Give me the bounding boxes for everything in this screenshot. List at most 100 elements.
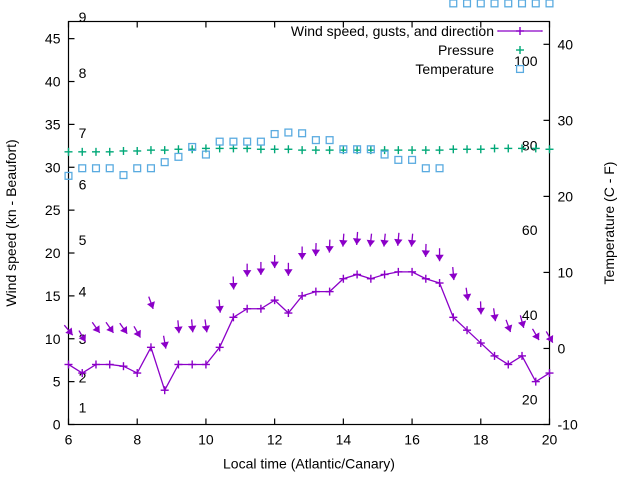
fahrenheit-label: 100 xyxy=(514,53,538,69)
arrow-head xyxy=(339,239,348,247)
legend-label: Pressure xyxy=(438,42,494,58)
fahrenheit-label: 20 xyxy=(522,391,538,407)
arrow-head xyxy=(270,261,279,269)
arrow-head xyxy=(407,239,417,247)
x-axis-title: Local time (Atlantic/Canary) xyxy=(223,456,395,472)
arrow-head xyxy=(120,326,128,334)
arrow-head xyxy=(352,238,362,245)
y-tick-label: 15 xyxy=(45,288,61,304)
marker-square xyxy=(284,128,293,137)
marker-square xyxy=(462,0,472,8)
arrow-head xyxy=(394,238,403,246)
arrow-head xyxy=(325,246,334,253)
arrow-head xyxy=(188,325,197,333)
marker-square xyxy=(201,150,210,159)
marker-square xyxy=(339,145,348,154)
arrow-head xyxy=(490,314,499,322)
beaufort-label: 1 xyxy=(79,399,87,415)
marker-square xyxy=(270,129,279,139)
arrow-head xyxy=(147,301,155,309)
marker-square xyxy=(394,155,403,164)
marker-square xyxy=(325,136,334,145)
arrow-head xyxy=(160,341,169,349)
marker-square xyxy=(243,137,252,146)
y2-tick-label: 0 xyxy=(558,340,566,356)
marker-square xyxy=(256,137,265,146)
fahrenheit-label: 60 xyxy=(522,222,538,238)
marker-square xyxy=(311,136,320,145)
fahrenheit-label: 80 xyxy=(522,137,538,153)
x-tick-label: 18 xyxy=(473,432,489,448)
series-plus xyxy=(64,144,554,156)
y-tick-label: 45 xyxy=(45,31,61,47)
legend xyxy=(497,27,543,74)
y2-tick-label: -10 xyxy=(558,417,578,433)
legend-label: Temperature xyxy=(415,61,494,77)
y-tick-label: 35 xyxy=(45,116,61,132)
y2-tick-label: 30 xyxy=(558,112,574,128)
series-plus-line xyxy=(64,267,554,395)
marker-square xyxy=(119,171,128,180)
arrow-head xyxy=(517,320,527,328)
arrow-head xyxy=(504,324,513,333)
series-line xyxy=(68,271,550,392)
marker-square xyxy=(515,64,525,74)
y-tick-label: 30 xyxy=(45,159,61,175)
marker-square xyxy=(64,171,73,180)
marker-square xyxy=(490,0,499,8)
arrow-head xyxy=(133,329,141,338)
arrow-head xyxy=(532,332,540,341)
beaufort-label: 5 xyxy=(79,232,87,248)
marker-square xyxy=(78,164,87,173)
legend-label: Wind speed, gusts, and direction xyxy=(291,23,494,39)
marker-square xyxy=(449,0,458,8)
x-tick-label: 10 xyxy=(198,432,214,448)
y2-tick-label: 40 xyxy=(558,36,574,52)
fahrenheit-label: 40 xyxy=(522,307,538,323)
arrow-head xyxy=(421,250,431,257)
arrow-head xyxy=(449,273,458,281)
y-tick-label: 25 xyxy=(45,202,61,218)
marker-square xyxy=(517,0,527,8)
marker-square xyxy=(146,164,156,173)
arrow-head xyxy=(92,325,100,333)
x-tick-label: 20 xyxy=(542,432,558,448)
marker-square xyxy=(408,155,417,164)
x-tick-label: 14 xyxy=(336,432,352,448)
x-tick-label: 12 xyxy=(267,432,283,448)
marker-square xyxy=(105,164,114,173)
arrow-head xyxy=(380,239,389,247)
marker-square xyxy=(531,0,540,8)
y-tick-label: 5 xyxy=(53,374,61,390)
plot-frame xyxy=(67,20,551,426)
beaufort-label: 7 xyxy=(79,125,87,141)
arrow-head xyxy=(462,293,472,301)
marker-square xyxy=(435,164,444,173)
wind-direction-arrows xyxy=(63,231,554,349)
x-tick-label: 16 xyxy=(404,432,420,448)
x-tick-label: 6 xyxy=(65,432,73,448)
marker-square xyxy=(421,164,430,173)
beaufort-label: 4 xyxy=(79,284,87,300)
y-tick-label: 40 xyxy=(45,74,61,90)
marker-square xyxy=(366,145,375,154)
marker-square xyxy=(353,145,362,154)
arrow-head xyxy=(201,325,211,333)
marker-square xyxy=(160,158,169,167)
arrow-head xyxy=(215,305,224,313)
arrow-head xyxy=(297,253,307,260)
marker-square xyxy=(174,152,183,161)
y-tick-label: 0 xyxy=(53,417,61,433)
arrow-head xyxy=(311,249,321,257)
marker-square xyxy=(380,150,389,159)
arrow-head xyxy=(78,334,86,342)
beaufort-label: 6 xyxy=(79,176,87,192)
marker-square xyxy=(188,142,197,152)
marker-square xyxy=(504,0,513,8)
beaufort-label: 8 xyxy=(79,65,87,81)
arrow-head xyxy=(366,239,376,247)
marker-square xyxy=(215,137,224,146)
marker-square xyxy=(133,164,142,173)
